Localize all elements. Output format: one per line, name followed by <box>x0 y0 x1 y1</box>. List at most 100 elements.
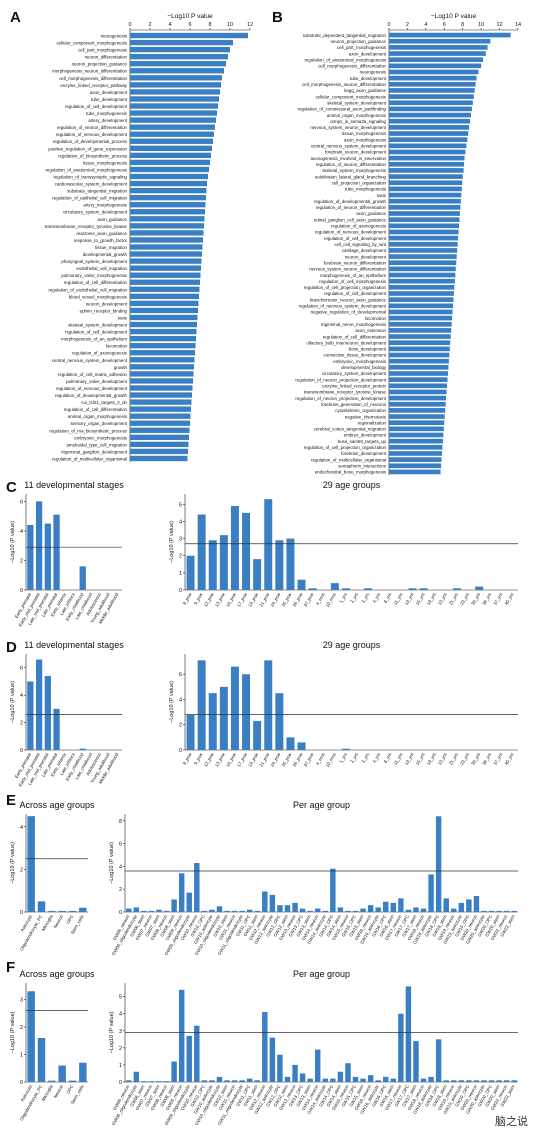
category-label: cell_part_morphogenesis <box>337 45 387 50</box>
bar <box>35 501 43 590</box>
x-tick-label: 6 <box>443 22 446 28</box>
category-label: semaphorin_interactions <box>338 463 387 468</box>
bar <box>389 315 453 321</box>
bar <box>130 307 198 314</box>
y-tick-label: 2 <box>179 723 182 729</box>
y-tick-label: 2 <box>20 867 23 873</box>
category-label: regulation_of_anatomical_morphogenesis <box>45 167 127 172</box>
category-label: neuron_differentiation <box>85 55 128 60</box>
bar <box>130 194 206 201</box>
category-label: regulation_of_cell_projection_organizati… <box>304 285 387 290</box>
bar <box>130 89 220 95</box>
category-label: nervous_system_neuron_differentiation <box>309 267 386 272</box>
bar <box>435 1039 442 1082</box>
bar <box>53 708 60 750</box>
category-label: 37_pcw <box>303 591 315 607</box>
bar <box>44 675 51 750</box>
x-tick-label: 0 <box>128 22 131 28</box>
y-tick-label: 1 <box>119 1063 122 1069</box>
bar <box>130 378 193 384</box>
bar <box>307 1078 313 1082</box>
bar <box>389 217 460 222</box>
category-label: regulation_of_axonogenesis <box>331 224 387 229</box>
category-label: 15_yrs <box>415 751 426 766</box>
category-label: 37_yrs <box>492 591 503 606</box>
bar <box>420 908 427 912</box>
category-label: forebrain_neuron_development <box>325 150 387 155</box>
bar <box>389 395 447 401</box>
bar <box>481 910 487 912</box>
bar <box>389 205 461 210</box>
bar <box>130 251 202 257</box>
bar <box>466 899 472 912</box>
category-label: 19_yrs <box>437 591 448 606</box>
bar <box>286 737 295 750</box>
bar <box>367 1075 374 1082</box>
bar <box>48 1080 56 1082</box>
category-label: endothelial_cell_migration <box>76 266 127 271</box>
bar <box>389 241 458 247</box>
bar <box>389 358 449 364</box>
category-label: regulation_of_cell_matrix_adhesion <box>58 372 128 377</box>
category-label: embryonic_morphogenesis <box>333 359 387 364</box>
x-tick-label: 10 <box>478 22 484 28</box>
bar <box>208 693 217 750</box>
bar <box>130 166 209 173</box>
bar <box>389 340 451 346</box>
bar <box>130 159 210 166</box>
bar <box>389 235 459 241</box>
x-tick-label: 6 <box>188 22 191 28</box>
category-label: 4_mos <box>315 591 326 606</box>
bar <box>201 1080 208 1082</box>
category-label: morphogenesis_neuron_differentiation <box>52 69 127 74</box>
bar <box>254 910 260 912</box>
category-label: artery_development <box>88 118 128 123</box>
bar <box>389 223 460 229</box>
category-label: regulation_of_nervous_development <box>56 132 128 137</box>
category-label: 36_yrs <box>481 751 492 766</box>
category-label: neurogenesis <box>101 33 128 38</box>
y-tick-label: 8 <box>119 819 122 825</box>
y-tick-label: 0 <box>179 588 182 594</box>
bar <box>148 1081 155 1082</box>
bar <box>231 1080 238 1082</box>
bar <box>130 96 219 102</box>
category-label: locomotion <box>106 344 128 349</box>
category-label: 13_yrs <box>404 751 415 766</box>
category-label: endochondral_bone_morphogenesis <box>315 470 387 475</box>
bar <box>389 174 463 179</box>
bar <box>35 659 43 750</box>
bar <box>308 588 317 590</box>
category-label: 4_yrs <box>372 751 382 763</box>
bar <box>269 894 276 912</box>
bar <box>130 32 248 39</box>
bar <box>496 910 502 912</box>
panel-label-c: C <box>6 479 17 496</box>
category-label: regulation_of_anatomical_morphogenesis <box>304 57 386 62</box>
x-tick-label: 8 <box>461 22 464 28</box>
bar <box>443 898 449 912</box>
bar <box>230 666 239 750</box>
category-label: regulation_of_rna_biosynthetic_process <box>49 428 127 433</box>
category-label: connective_tissue_development <box>324 353 387 358</box>
category-label: substrate_tangential_migration <box>67 189 128 194</box>
bar <box>48 910 56 912</box>
bar <box>231 910 238 912</box>
bar <box>389 463 442 469</box>
y-tick-label: 4 <box>20 529 23 535</box>
category-label: regulation_of_nervous_development <box>56 386 128 391</box>
category-label: morphogenesis_of_an_epithelium <box>61 337 127 342</box>
category-label: cardiovascular_system_development <box>55 182 128 187</box>
category-label: 15_yrs <box>415 591 426 606</box>
bar <box>178 873 185 912</box>
category-label: neurogenesis <box>360 70 387 75</box>
bar <box>389 137 468 143</box>
category-label: circulatory_system_development <box>322 371 387 376</box>
bar <box>246 1078 253 1082</box>
category-label: regulation_of_cell_differentiation <box>64 407 128 412</box>
category-label: regulation_of_cell_development <box>324 236 387 241</box>
watermark-text: 脑之说 <box>495 1116 528 1128</box>
bar <box>330 1078 336 1082</box>
bar <box>130 68 224 74</box>
